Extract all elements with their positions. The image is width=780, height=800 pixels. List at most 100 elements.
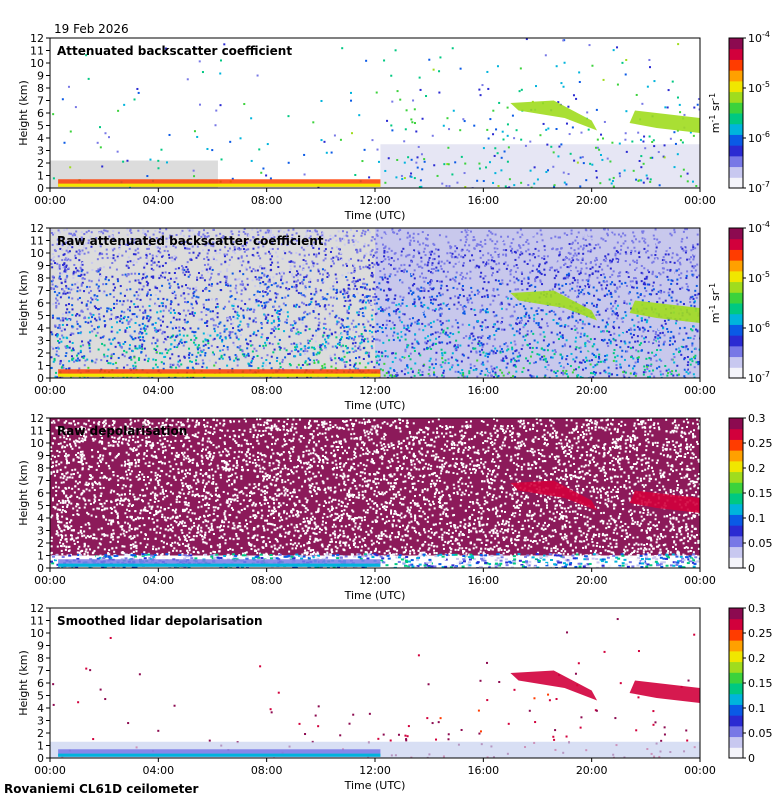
speckle (523, 315, 526, 318)
speckle (226, 282, 229, 285)
speckle (50, 356, 53, 359)
speckle (592, 366, 595, 369)
speckle (260, 241, 263, 244)
speckle (101, 336, 104, 339)
speckle (368, 329, 371, 332)
speckle (236, 247, 239, 250)
speckle (53, 359, 56, 362)
speckle (560, 143, 563, 146)
speckle (270, 268, 273, 271)
speckle (402, 269, 405, 272)
speckle (60, 329, 63, 332)
speckle (82, 344, 85, 347)
speckle (136, 347, 139, 350)
speckle (633, 324, 636, 327)
speckle (573, 249, 576, 252)
speckle (57, 237, 60, 240)
speckle (171, 353, 174, 356)
speckle (188, 356, 191, 359)
speckle (414, 321, 417, 324)
speckle (656, 273, 659, 276)
speckle (346, 309, 349, 312)
speckle (492, 267, 495, 270)
speckle (220, 356, 223, 359)
speckle (50, 231, 53, 234)
speckle (689, 296, 692, 299)
speckle (256, 354, 259, 357)
speckle (529, 355, 532, 358)
speckle (312, 353, 315, 356)
speckle (347, 284, 350, 287)
speckle (303, 236, 306, 239)
speckle (75, 250, 78, 253)
speckle (683, 326, 686, 329)
speckle (484, 264, 487, 267)
speckle (478, 290, 481, 293)
speckle (318, 305, 321, 308)
speckle (168, 245, 171, 248)
speckle (551, 356, 554, 359)
speckle (59, 278, 62, 281)
speckle (63, 328, 66, 331)
speckle (122, 160, 125, 163)
speckle (81, 281, 84, 284)
speckle (154, 293, 157, 296)
speckle (430, 325, 433, 328)
speckle (465, 306, 468, 309)
speckle (577, 289, 580, 292)
speckle (422, 272, 425, 275)
speckle (582, 234, 585, 237)
speckle (554, 349, 557, 352)
y-tick-label: 3 (37, 145, 44, 158)
speckle (559, 364, 562, 367)
speckle (342, 293, 345, 296)
colorbar-step (729, 134, 743, 146)
speckle (337, 230, 340, 233)
speckle (179, 242, 182, 245)
speckle (613, 338, 616, 341)
speckle (538, 263, 541, 266)
speckle (482, 147, 485, 150)
speckle (260, 321, 263, 324)
speckle (164, 306, 167, 309)
speckle (164, 348, 167, 351)
speckle (487, 262, 490, 265)
speckle (65, 276, 68, 279)
speckle (141, 305, 144, 308)
speckle (225, 275, 228, 278)
speckle (295, 366, 298, 369)
speckle (540, 309, 543, 312)
speckle (374, 288, 377, 291)
speckle (410, 260, 413, 263)
speckle (531, 229, 534, 232)
speckle (611, 231, 614, 234)
speckle (610, 182, 613, 185)
speckle (377, 286, 380, 289)
speckle (301, 301, 304, 304)
speckle (548, 376, 551, 378)
speckle (415, 161, 418, 164)
speckle (532, 253, 535, 256)
speckle (301, 322, 304, 325)
speckle (649, 156, 652, 159)
speckle (210, 244, 213, 247)
speckle (263, 273, 266, 276)
speckle (514, 359, 517, 362)
speckle (655, 275, 658, 278)
speckle (535, 322, 538, 325)
speckle (116, 255, 119, 258)
speckle (128, 185, 131, 188)
x-tick-label: 16:00 (467, 194, 499, 207)
speckle (473, 327, 476, 330)
speckle (624, 240, 627, 243)
speckle (61, 266, 64, 269)
speckle (461, 369, 464, 372)
speckle (176, 334, 179, 337)
speckle (66, 228, 69, 231)
speckle (201, 71, 204, 74)
speckle (410, 322, 413, 325)
speckle (66, 345, 69, 348)
speckle (242, 247, 245, 250)
speckle (411, 371, 414, 374)
speckle (656, 301, 659, 304)
